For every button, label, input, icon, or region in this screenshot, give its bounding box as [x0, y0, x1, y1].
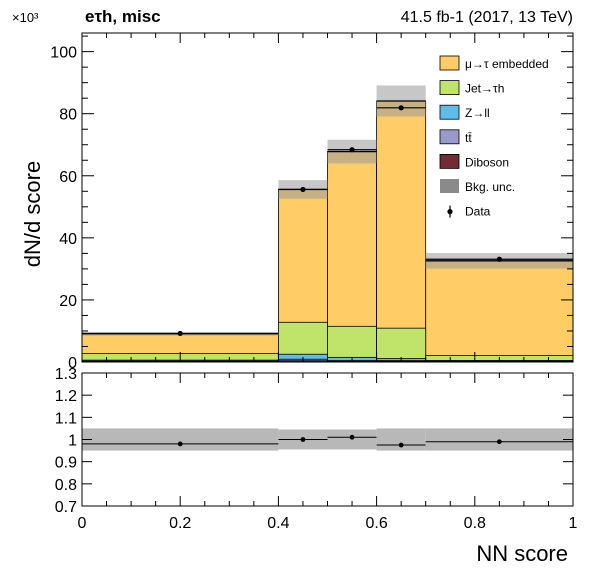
main-ytick-label: 20	[59, 293, 77, 310]
ratio-ytick-label: 1	[68, 433, 77, 450]
ratio-ytick-label: 0.9	[55, 455, 77, 472]
legend--embedded-label: μ→τ embedded	[465, 57, 549, 71]
legend-tt--label: tt̄	[465, 131, 472, 145]
legend-jet-h-swatch	[440, 81, 459, 95]
ratio-point	[399, 443, 404, 448]
ratio-xtick-label: 0.4	[267, 515, 289, 532]
main-ytick-label: 80	[59, 107, 77, 124]
legend-z-ll-swatch	[440, 105, 459, 119]
hist-jet-h-bin	[328, 326, 377, 362]
data-point	[497, 257, 502, 262]
legend-bkg-unc--label: Bkg. unc.	[465, 180, 515, 194]
legend: μ→τ embedded Jet→τh Z→ll tt̄ Diboson Bkg. unc…	[440, 56, 549, 219]
ratio-xtick-label: 0.6	[365, 515, 387, 532]
legend--embedded-swatch	[440, 56, 459, 70]
legend-diboson-swatch	[440, 154, 459, 168]
channel-title: eτh, misc	[85, 7, 161, 26]
ratio-ytick-label: 1.3	[55, 366, 77, 383]
main-ytick-label: 100	[50, 45, 77, 62]
legend-bkg-unc--swatch	[440, 179, 459, 193]
ratio-point	[497, 439, 502, 444]
ratio-xtick-label: 0	[78, 515, 87, 532]
ratio-xtick-label: 1	[569, 515, 578, 532]
legend-z-ll-label: Z→ll	[465, 106, 490, 120]
ratio-ytick-label: 0.7	[55, 499, 77, 516]
ratio-point	[178, 442, 183, 447]
ratio-ytick-label: 1.1	[55, 410, 77, 427]
lumi-title: 41.5 fb-1 (2017, 13 TeV)	[401, 9, 573, 26]
data-point	[300, 187, 305, 192]
legend-tt--swatch	[440, 130, 459, 144]
ratio-ytick-label: 0.8	[55, 477, 77, 494]
ratio-plot: 0.7 0.8 0.9 1 1.1 1.2 1.3 0 0.2 0.4 0.6 0.8 1	[55, 366, 578, 532]
main-ytick-label: 40	[59, 231, 77, 248]
ratio-xtick-label: 0.2	[169, 515, 191, 532]
ratio-point	[301, 437, 306, 442]
legend-jet-h-label: Jet→τh	[465, 82, 504, 96]
data-point	[349, 147, 354, 152]
hist-jet-h-bin	[377, 328, 426, 362]
hist--embedded-bin	[377, 101, 426, 362]
legend-diboson-label: Diboson	[465, 155, 509, 169]
data-point	[178, 331, 183, 336]
x-axis-label: NN score	[476, 541, 568, 566]
ratio-ytick-label: 1.2	[55, 388, 77, 405]
y-multiplier: ×10³	[12, 10, 39, 25]
legend-data-label: Data	[465, 205, 491, 219]
ratio-unc-band	[82, 428, 278, 450]
ratio-point	[350, 435, 355, 440]
hist--embedded-bin	[426, 261, 573, 362]
data-point	[399, 105, 404, 110]
legend-data-marker	[447, 209, 452, 214]
main-ytick-label: 60	[59, 169, 77, 186]
ratio-xtick-label: 0.8	[464, 515, 486, 532]
y-axis-label: dN/d score	[20, 161, 45, 267]
